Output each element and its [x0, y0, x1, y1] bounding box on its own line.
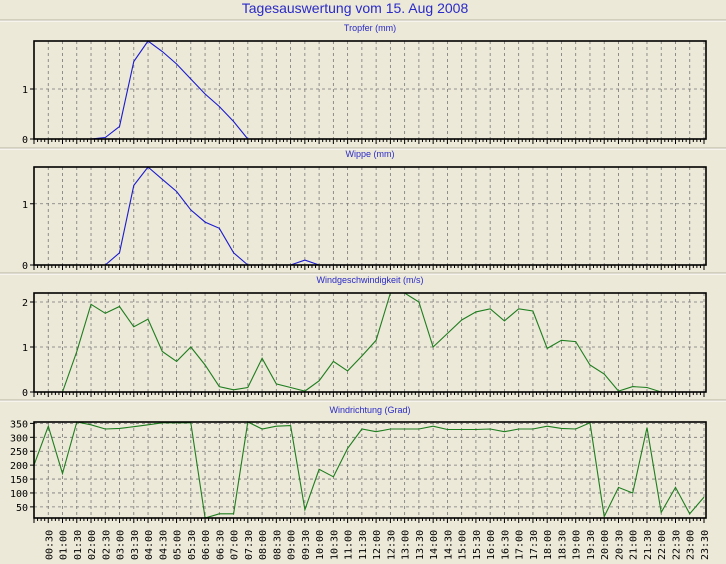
subplot-2: Wippe (mm) 0 1 — [22, 149, 707, 272]
x-tick-label: 21:30 — [643, 530, 654, 560]
x-tick-label: 15:30 — [472, 530, 483, 560]
x-tick-label: 14:00 — [429, 530, 440, 560]
x-tick-label: 05:00 — [173, 530, 184, 560]
y-tick-label: 1 — [22, 343, 28, 354]
x-tick-label: 13:30 — [415, 530, 426, 560]
x-tick-label: 19:30 — [586, 530, 597, 560]
x-tick-label: 10:00 — [315, 530, 326, 560]
plot-area — [34, 167, 706, 265]
y-tick-label: 150 — [10, 475, 28, 486]
x-tick-label: 09:00 — [287, 530, 298, 560]
x-tick-label: 19:00 — [572, 530, 583, 560]
x-tick-label: 12:30 — [386, 530, 397, 560]
x-tick-label: 01:30 — [73, 530, 84, 560]
series-line — [90, 40, 249, 140]
plot-area — [34, 41, 706, 139]
x-tick-label: 03:00 — [116, 530, 127, 560]
x-tick-label: 12:00 — [372, 530, 383, 560]
subplot-4: Windrichtung (Grad) 50 100 150 200 250 300 350 — [10, 405, 707, 523]
chart-title: Tagesauswertung vom 15. Aug 2008 — [242, 0, 469, 16]
x-tick-label: 16:00 — [486, 530, 497, 560]
x-tick-label: 20:30 — [615, 530, 626, 560]
x-tick-label: 06:00 — [201, 530, 212, 560]
x-tick-label: 23:30 — [700, 530, 711, 560]
x-tick-label: 08:00 — [258, 530, 269, 560]
series-line — [104, 166, 320, 266]
y-tick-label: 50 — [16, 503, 28, 514]
y-tick-label: 0 — [22, 388, 28, 399]
y-tick-label: 0 — [22, 135, 28, 146]
y-tick-label: 200 — [10, 461, 28, 472]
x-tick-label: 23:00 — [686, 530, 697, 560]
y-tick-label: 1 — [22, 200, 28, 211]
plot-area — [34, 422, 706, 518]
x-tick-label: 07:00 — [230, 530, 241, 560]
subplot-title: Tropfer (mm) — [344, 23, 396, 33]
x-tick-label: 02:30 — [101, 530, 112, 560]
x-tick-label: 16:30 — [500, 530, 511, 560]
x-tick-label: 18:30 — [557, 530, 568, 560]
x-tick-label: 17:00 — [515, 530, 526, 560]
x-tick-label: 02:00 — [87, 530, 98, 560]
x-tick-label: 04:30 — [158, 530, 169, 560]
x-tick-label: 09:30 — [301, 530, 312, 560]
x-tick-label: 13:00 — [401, 530, 412, 560]
x-tick-label: 20:00 — [600, 530, 611, 560]
y-tick-label: 1 — [22, 85, 28, 96]
y-tick-label: 2 — [22, 298, 28, 309]
x-tick-label: 10:30 — [329, 530, 340, 560]
plot-frame — [33, 40, 707, 140]
x-tick-label: 00:30 — [44, 530, 55, 560]
y-tick-label: 0 — [22, 261, 28, 272]
subplot-title: Wippe (mm) — [346, 149, 395, 159]
x-tick-label: 11:00 — [344, 530, 355, 560]
x-tick-label: 18:00 — [543, 530, 554, 560]
plot-area — [34, 293, 706, 392]
plot-frame — [33, 421, 707, 519]
y-tick-label: 350 — [10, 419, 28, 430]
subplot-3: Windgeschwindigkeit (m/s) 0 1 2 — [22, 275, 707, 399]
x-tick-label: 22:30 — [672, 530, 683, 560]
y-tick-label: 300 — [10, 433, 28, 444]
x-tick-label: 07:30 — [244, 530, 255, 560]
x-tick-label: 17:30 — [529, 530, 540, 560]
x-tick-label: 04:00 — [144, 530, 155, 560]
x-tick-label: 21:00 — [629, 530, 640, 560]
series-line — [33, 421, 705, 519]
y-tick-label: 100 — [10, 489, 28, 500]
x-tick-label: 15:00 — [458, 530, 469, 560]
x-tick-label: 22:00 — [657, 530, 668, 560]
subplot-title: Windgeschwindigkeit (m/s) — [316, 275, 423, 285]
plot-frame — [33, 166, 707, 266]
x-tick-label: 03:30 — [130, 530, 141, 560]
x-tick-label: 11:30 — [358, 530, 369, 560]
y-tick-label: 250 — [10, 447, 28, 458]
x-tick-label: 05:30 — [187, 530, 198, 560]
plot-frame — [33, 292, 707, 393]
x-tick-label: 14:30 — [443, 530, 454, 560]
x-tick-label: 06:30 — [215, 530, 226, 560]
subplot-title: Windrichtung (Grad) — [329, 405, 410, 415]
x-tick-label: 01:00 — [59, 530, 70, 560]
subplot-1: Tropfer (mm) 0 1 — [22, 23, 707, 146]
x-tick-label: 08:30 — [272, 530, 283, 560]
